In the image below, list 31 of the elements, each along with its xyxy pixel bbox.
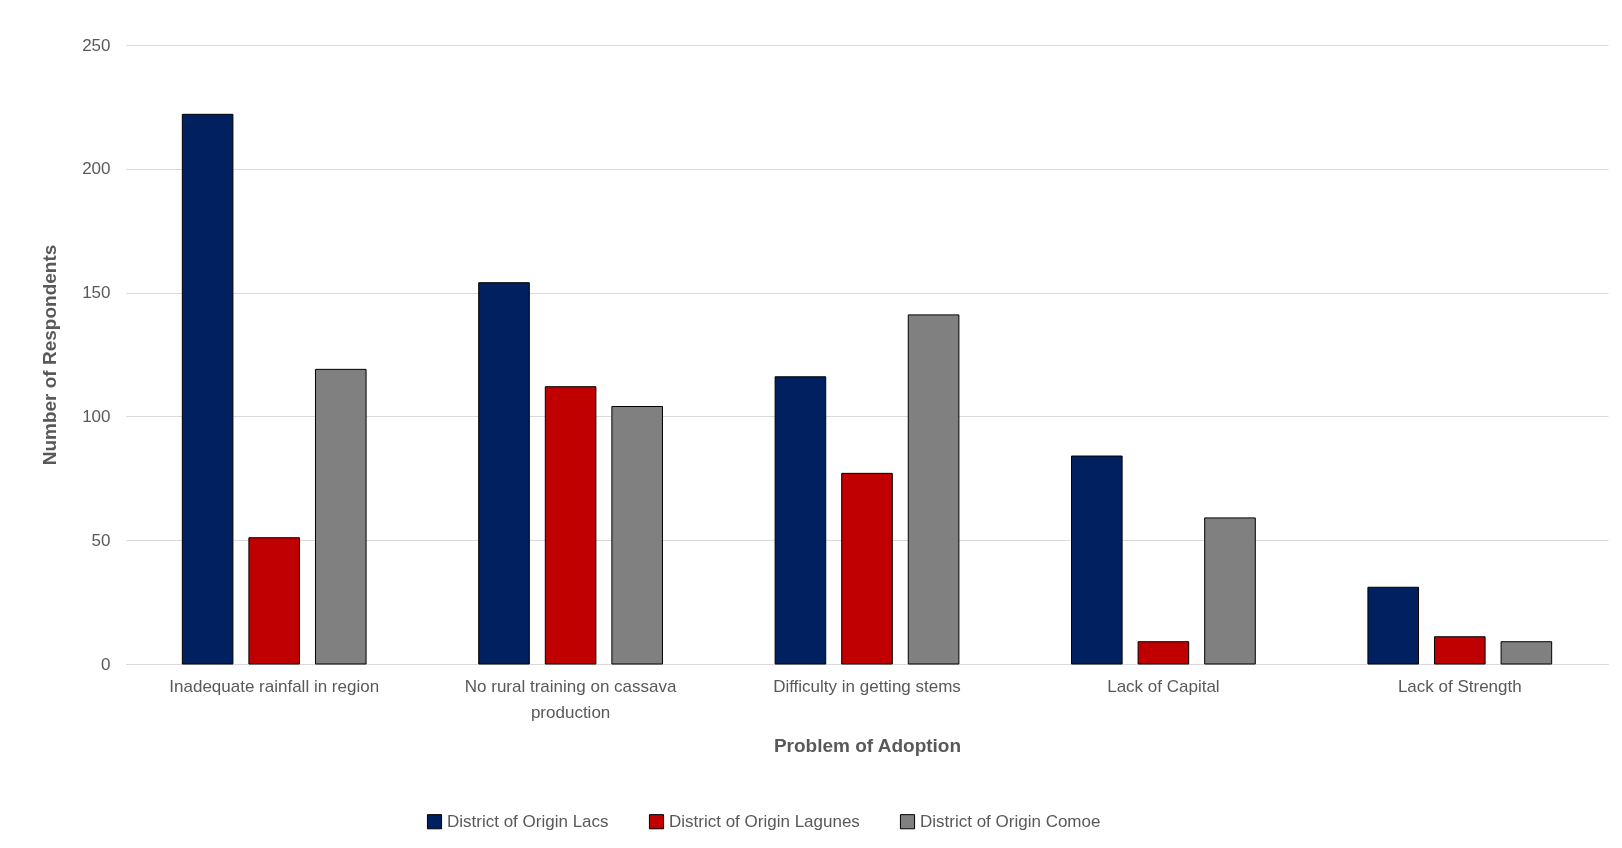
bar — [314, 368, 367, 665]
y-axis-title: Number of Respondents — [39, 244, 61, 466]
legend-label: District of Origin Lagunes — [669, 811, 860, 831]
bar — [1137, 641, 1190, 665]
y-tick-label: 250 — [82, 35, 111, 55]
bar — [248, 537, 300, 665]
bar — [611, 406, 663, 665]
x-tick-label: Lack of Capital — [1107, 676, 1220, 696]
bar — [774, 376, 827, 665]
y-tick-label: 100 — [82, 406, 111, 426]
y-tick-label: 0 — [101, 654, 111, 674]
bar — [1367, 586, 1420, 665]
x-tick-label: No rural training on cassava production — [464, 676, 677, 722]
bar — [1071, 455, 1123, 665]
bar — [1500, 641, 1553, 665]
x-tick-label: Difficulty in getting stems — [773, 676, 961, 696]
x-tick-label: Lack of Strength — [1397, 676, 1522, 696]
bar — [478, 282, 530, 665]
bar — [1204, 517, 1256, 665]
bar — [841, 472, 893, 665]
bar — [1434, 636, 1486, 665]
y-tick-label: 150 — [82, 283, 111, 303]
y-tick-label: 200 — [82, 159, 111, 179]
bar — [544, 386, 597, 665]
y-tick-label: 50 — [91, 530, 111, 550]
legend-label: District of Origin Comoe — [920, 811, 1101, 831]
bar — [907, 314, 960, 665]
bar — [181, 113, 234, 665]
legend-label: District of Origin Lacs — [447, 811, 609, 831]
x-axis-title: Problem of Adoption — [773, 734, 962, 756]
x-tick-label: Inadequate rainfall in region — [169, 676, 380, 696]
